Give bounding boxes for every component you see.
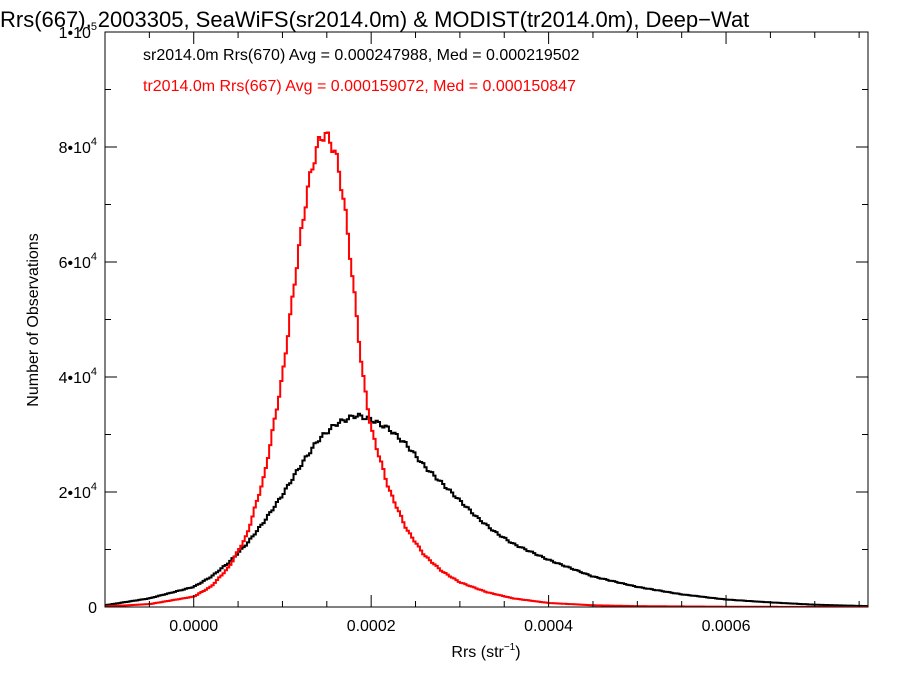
y-tick-label: 8•104	[59, 136, 97, 157]
y-tick-label: 2•104	[59, 481, 97, 502]
x-tick-label: 0.0004	[524, 618, 573, 635]
y-tick-label: 0	[88, 600, 97, 617]
x-tick-label: 0.0000	[169, 618, 218, 635]
y-tick-label: 1•105	[59, 21, 97, 42]
chart-title: Rrs(667), 2003305, SeaWiFS(sr2014.0m) & …	[0, 7, 749, 32]
y-tick-label: 4•104	[59, 366, 97, 387]
annotation-tr2014: tr2014.0m Rrs(667) Avg = 0.000159072, Me…	[143, 78, 576, 95]
x-tick-label: 0.0002	[347, 618, 396, 635]
y-axis-label: Number of Observations	[25, 233, 42, 406]
plot-frame	[104, 31, 869, 608]
x-axis-label: Rrs (str−1)	[451, 642, 520, 661]
y-tick-label: 6•104	[59, 251, 97, 272]
series-tr2014-histogram	[105, 131, 868, 607]
series-sr2014-histogram	[105, 412, 868, 607]
x-tick-label: 0.0006	[702, 618, 751, 635]
annotation-sr2014: sr2014.0m Rrs(670) Avg = 0.000247988, Me…	[143, 47, 580, 64]
